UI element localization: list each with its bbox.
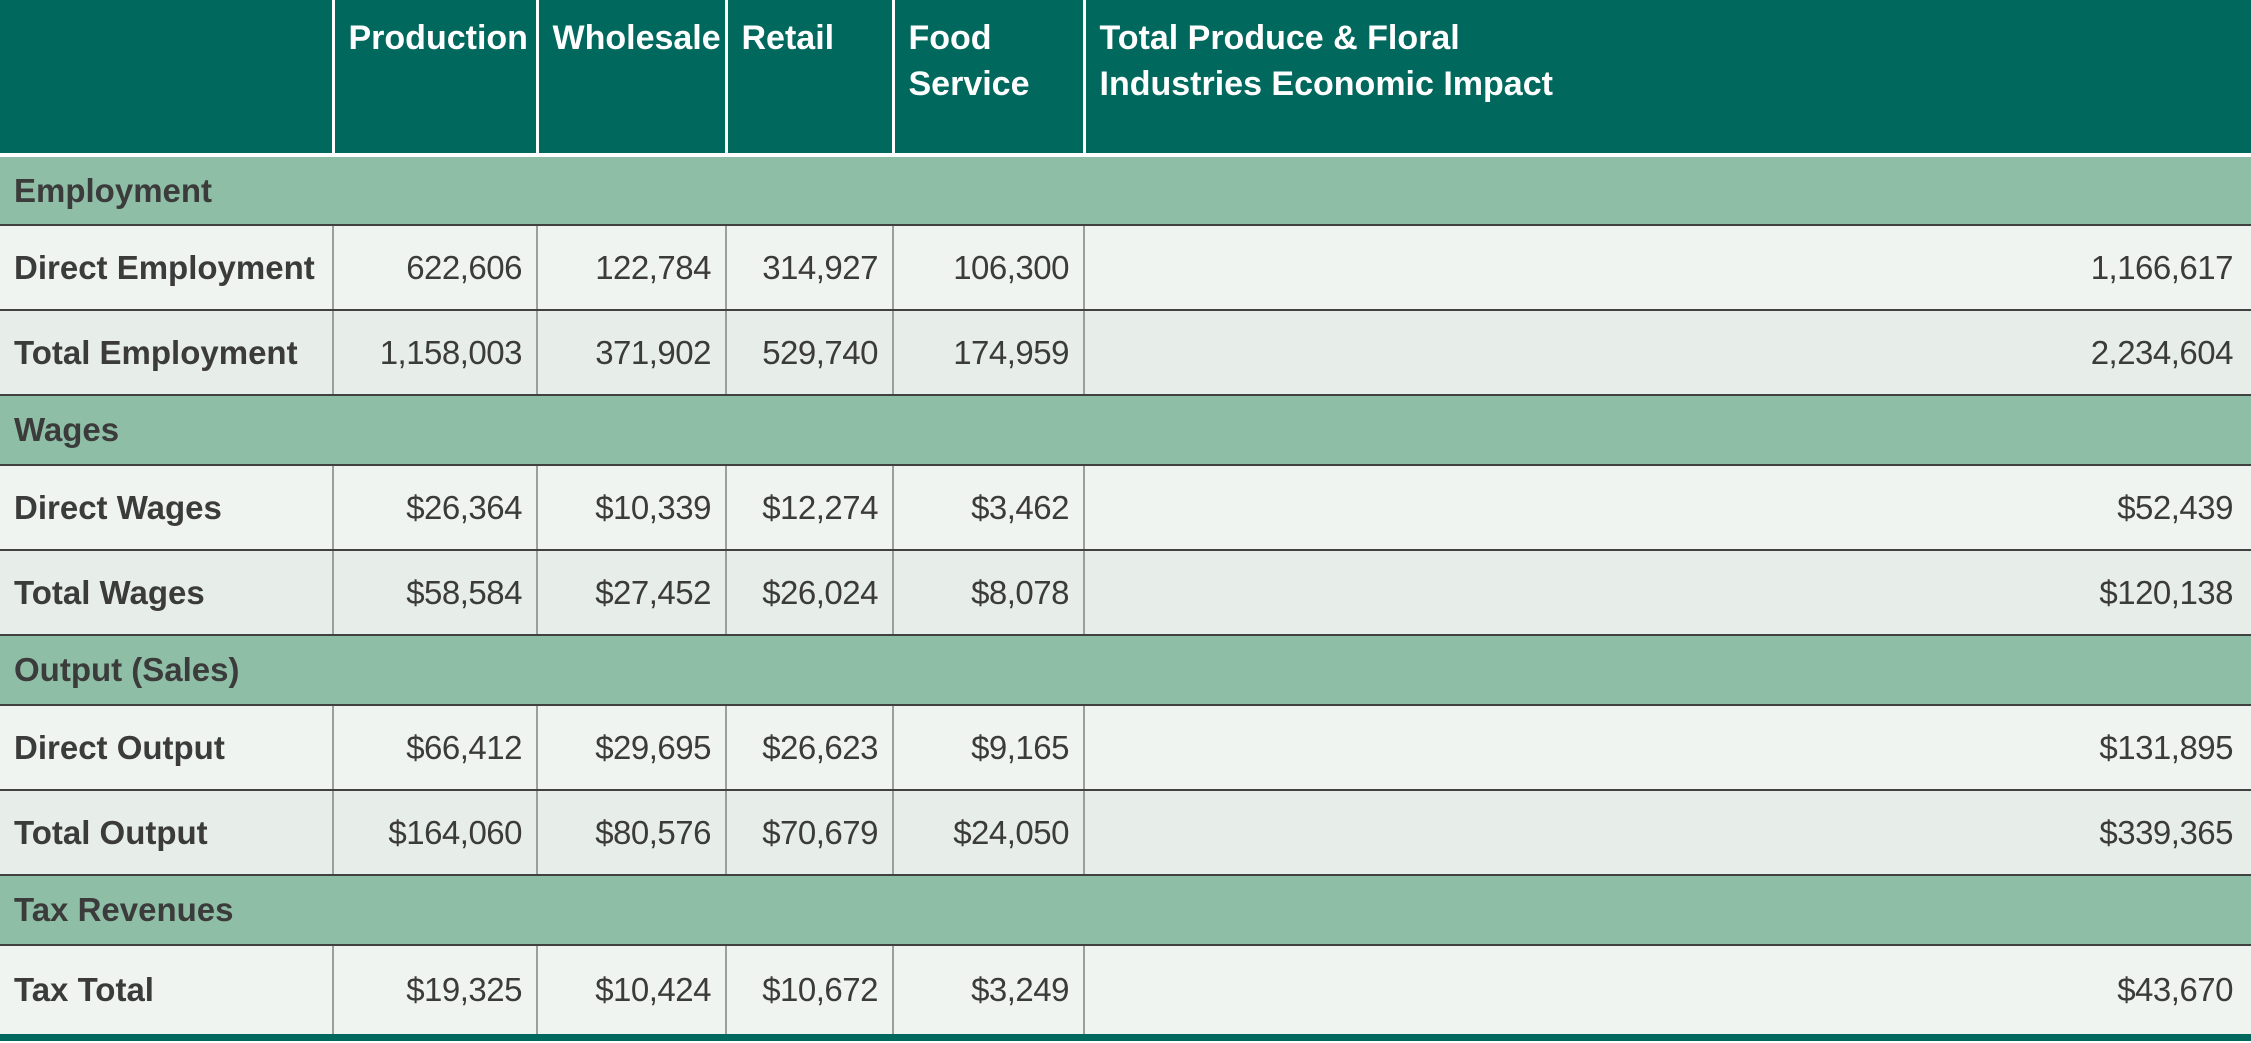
column-header-label: Total Produce & Floral Industries Econom…: [1099, 19, 1553, 103]
table-header: Production Wholesale Retail Food Service Tot…: [0, 0, 2251, 157]
value-cell: $24,050: [893, 790, 1085, 876]
section-row-employment: Employment: [0, 154, 2251, 226]
value-cell: $19,325: [333, 945, 538, 1038]
section-row-output-sales: Output (Sales): [0, 634, 2251, 706]
value-cell: $80,576: [537, 790, 727, 876]
value-cell: 122,784: [537, 225, 727, 311]
value-cell: $26,024: [726, 550, 894, 636]
section-title: Wages: [0, 394, 2251, 466]
value-cell: 106,300: [893, 225, 1085, 311]
data-row-direct-output: Direct Output $66,412 $29,695 $26,623 $9,165…: [0, 705, 2251, 791]
column-header-retail: Retail: [726, 0, 895, 157]
section-row-tax-revenues: Tax Revenues: [0, 874, 2251, 946]
data-row-direct-employment: Direct Employment 622,606 122,784 314,927 10…: [0, 225, 2251, 311]
data-row-tax-total: Tax Total $19,325 $10,424 $10,672 $3,249 $43,…: [0, 945, 2251, 1038]
data-row-total-wages: Total Wages $58,584 $27,452 $26,024 $8,078 $1…: [0, 550, 2251, 636]
value-cell: 622,606: [333, 225, 538, 311]
value-cell: $131,895: [1084, 705, 2251, 791]
value-cell: 371,902: [537, 310, 727, 396]
value-cell: $27,452: [537, 550, 727, 636]
value-cell: $12,274: [726, 465, 894, 551]
value-cell: 529,740: [726, 310, 894, 396]
section-title: Output (Sales): [0, 634, 2251, 706]
row-label: Total Wages: [0, 550, 334, 636]
value-cell: $52,439: [1084, 465, 2251, 551]
value-cell: $3,462: [893, 465, 1085, 551]
column-header-production: Production: [333, 0, 539, 157]
value-cell: $339,365: [1084, 790, 2251, 876]
header-row: Production Wholesale Retail Food Service Tot…: [0, 0, 2251, 157]
value-cell: $3,249: [893, 945, 1085, 1038]
column-header-food-service: Food Service: [893, 0, 1086, 157]
value-cell: $10,339: [537, 465, 727, 551]
value-cell: $43,670: [1084, 945, 2251, 1038]
value-cell: $8,078: [893, 550, 1085, 636]
table-body: Employment Direct Employment 622,606 122,78…: [0, 154, 2251, 1038]
row-label: Tax Total: [0, 945, 334, 1038]
value-cell: $66,412: [333, 705, 538, 791]
value-cell: $164,060: [333, 790, 538, 876]
section-title: Tax Revenues: [0, 874, 2251, 946]
value-cell: 1,158,003: [333, 310, 538, 396]
value-cell: 1,166,617: [1084, 225, 2251, 311]
value-cell: 174,959: [893, 310, 1085, 396]
value-cell: $120,138: [1084, 550, 2251, 636]
data-row-direct-wages: Direct Wages $26,364 $10,339 $12,274 $3,462 $…: [0, 465, 2251, 551]
column-header-total-produce-floral-industries-economic-impact: Total Produce & Floral Industries Econom…: [1084, 0, 2251, 157]
row-label: Total Output: [0, 790, 334, 876]
value-cell: $70,679: [726, 790, 894, 876]
section-title: Employment: [0, 154, 2251, 226]
section-row-wages: Wages: [0, 394, 2251, 466]
row-label: Direct Employment: [0, 225, 334, 311]
row-label: Direct Wages: [0, 465, 334, 551]
value-cell: $10,672: [726, 945, 894, 1038]
corner-cell: [0, 0, 335, 157]
data-row-total-output: Total Output $164,060 $80,576 $70,679 $24,05…: [0, 790, 2251, 876]
value-cell: $58,584: [333, 550, 538, 636]
value-cell: $26,623: [726, 705, 894, 791]
row-label: Direct Output: [0, 705, 334, 791]
value-cell: $10,424: [537, 945, 727, 1038]
column-header-wholesale: Wholesale: [537, 0, 728, 157]
value-cell: $9,165: [893, 705, 1085, 791]
value-cell: $29,695: [537, 705, 727, 791]
value-cell: 314,927: [726, 225, 894, 311]
row-label: Total Employment: [0, 310, 334, 396]
data-row-total-employment: Total Employment 1,158,003 371,902 529,740 1…: [0, 310, 2251, 396]
value-cell: $26,364: [333, 465, 538, 551]
value-cell: 2,234,604: [1084, 310, 2251, 396]
